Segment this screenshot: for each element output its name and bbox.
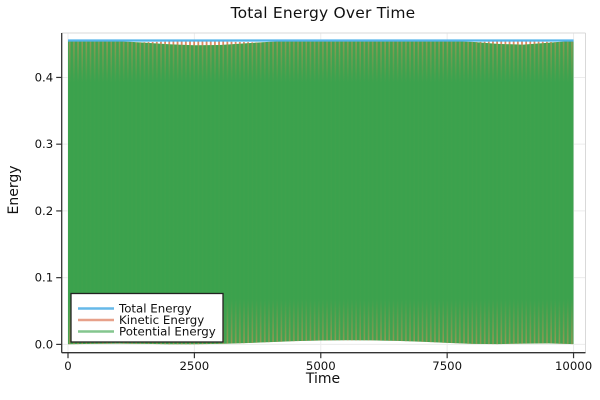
y-tick-label: 0.1 [35, 271, 54, 285]
y-axis-label: Energy [6, 165, 22, 215]
y-tick-label: 0.3 [35, 137, 54, 151]
potential-solid-core [68, 44, 574, 340]
legend-label: Potential Energy [119, 325, 216, 339]
y-tick-label: 0.4 [35, 70, 54, 84]
x-tick-label: 2500 [180, 359, 210, 373]
chart-title: Total Energy Over Time [230, 4, 416, 22]
legend-box [70, 292, 224, 343]
x-tick-label: 10000 [555, 359, 592, 373]
legend-label: Total Energy [118, 302, 192, 316]
x-tick-label: 0 [64, 359, 71, 373]
x-tick-label: 7500 [432, 359, 462, 373]
x-tick-label: 5000 [306, 359, 336, 373]
y-tick-label: 0.0 [35, 337, 54, 351]
x-axis-label: Time [305, 371, 341, 387]
y-tick-label: 0.2 [35, 204, 54, 218]
legend-label: Kinetic Energy [119, 313, 204, 327]
